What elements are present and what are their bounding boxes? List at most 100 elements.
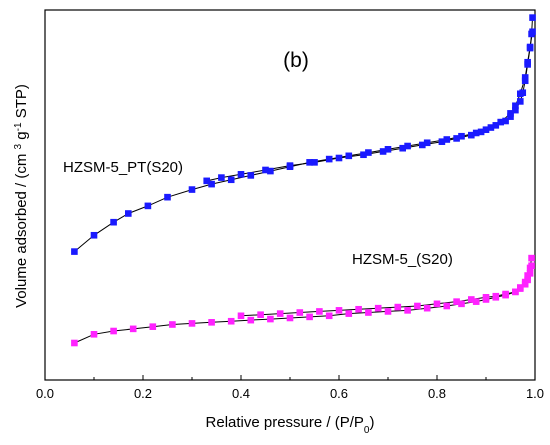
data-point	[208, 180, 215, 188]
data-point	[257, 311, 264, 319]
data-point	[345, 310, 353, 317]
data-point	[208, 319, 215, 326]
data-point	[487, 124, 495, 131]
data-point	[453, 298, 460, 305]
data-point	[521, 280, 529, 288]
data-point	[237, 312, 245, 320]
data-point	[512, 102, 519, 110]
x-tick-label: 1.0	[526, 386, 544, 401]
data-point	[528, 262, 535, 270]
data-point	[164, 193, 171, 201]
data-point	[188, 186, 196, 193]
data-point	[507, 110, 514, 117]
data-point	[443, 302, 451, 310]
data-point	[316, 308, 323, 315]
data-point	[218, 174, 225, 181]
data-point	[497, 118, 504, 126]
data-point	[345, 152, 353, 160]
data-point	[379, 148, 387, 155]
data-point	[502, 290, 509, 298]
data-point	[237, 171, 245, 178]
x-tick-label: 0.0	[36, 386, 54, 401]
data-point	[438, 138, 446, 145]
data-point	[306, 313, 313, 321]
data-point	[404, 142, 411, 150]
data-point	[144, 202, 152, 210]
data-point	[517, 98, 524, 105]
series-layer	[71, 14, 536, 347]
data-point	[492, 122, 500, 129]
x-tick-label: 0.2	[134, 386, 152, 401]
data-point	[423, 139, 431, 147]
data-point	[125, 210, 132, 217]
data-point	[267, 167, 274, 175]
data-point	[419, 141, 426, 149]
data-point	[482, 126, 490, 134]
data-point	[286, 162, 294, 169]
data-point	[311, 159, 318, 166]
data-point	[247, 316, 255, 324]
x-tick-label: 0.6	[330, 386, 348, 401]
data-point	[414, 302, 421, 310]
data-point	[296, 309, 304, 316]
data-point	[404, 307, 411, 314]
data-point	[384, 145, 392, 153]
data-point	[90, 330, 98, 338]
data-point	[384, 308, 392, 315]
data-point	[453, 135, 460, 142]
data-point	[529, 14, 536, 21]
data-point	[227, 176, 235, 184]
data-point	[306, 159, 313, 166]
data-point	[335, 154, 343, 162]
data-point	[399, 144, 406, 152]
data-point	[528, 254, 535, 262]
data-point	[335, 307, 343, 314]
data-point	[482, 293, 490, 301]
data-point	[325, 155, 333, 163]
x-tick-label: 0.4	[232, 386, 250, 401]
data-point	[360, 151, 367, 159]
data-point	[394, 303, 402, 311]
data-point	[227, 317, 235, 325]
data-point	[374, 304, 382, 312]
data-point	[355, 305, 362, 313]
data-point	[468, 131, 475, 139]
data-point	[512, 106, 519, 114]
data-point	[526, 43, 534, 51]
y-axis-title: Volume adsorbed / (cm 3 g-1 STP)	[13, 84, 31, 308]
data-point	[433, 300, 441, 308]
data-point	[529, 28, 536, 36]
series-1	[71, 254, 535, 347]
data-point	[110, 218, 117, 226]
data-point	[169, 321, 176, 328]
x-axis-title: Relative pressure / (P/P0)	[206, 414, 375, 436]
data-point	[90, 231, 98, 239]
data-point	[262, 166, 269, 174]
data-point	[477, 128, 485, 136]
series-label-hzsm5-pt: HZSM-5_PT(S20)	[63, 159, 183, 176]
data-point	[129, 325, 137, 333]
data-point	[443, 136, 451, 143]
data-point	[517, 285, 524, 292]
data-point	[524, 276, 531, 284]
x-tick-label: 0.8	[428, 386, 446, 401]
data-point	[423, 304, 431, 312]
data-point	[521, 74, 529, 81]
data-point	[365, 309, 372, 316]
series-label-hzsm5: HZSM-5_(S20)	[352, 251, 453, 268]
x-axis: 0.0 0.2 0.4 0.6 0.8 1.0	[36, 375, 544, 401]
data-point	[524, 58, 531, 66]
panel-label: (b)	[283, 49, 309, 72]
data-point	[71, 248, 78, 255]
data-point	[526, 270, 534, 277]
data-point	[247, 172, 255, 179]
data-point	[365, 149, 372, 156]
series-line-desorption	[206, 31, 533, 182]
data-point	[512, 288, 519, 296]
data-point	[517, 90, 524, 98]
data-point	[458, 300, 465, 308]
data-point	[472, 298, 480, 305]
data-point	[276, 310, 284, 317]
data-point	[502, 117, 509, 125]
